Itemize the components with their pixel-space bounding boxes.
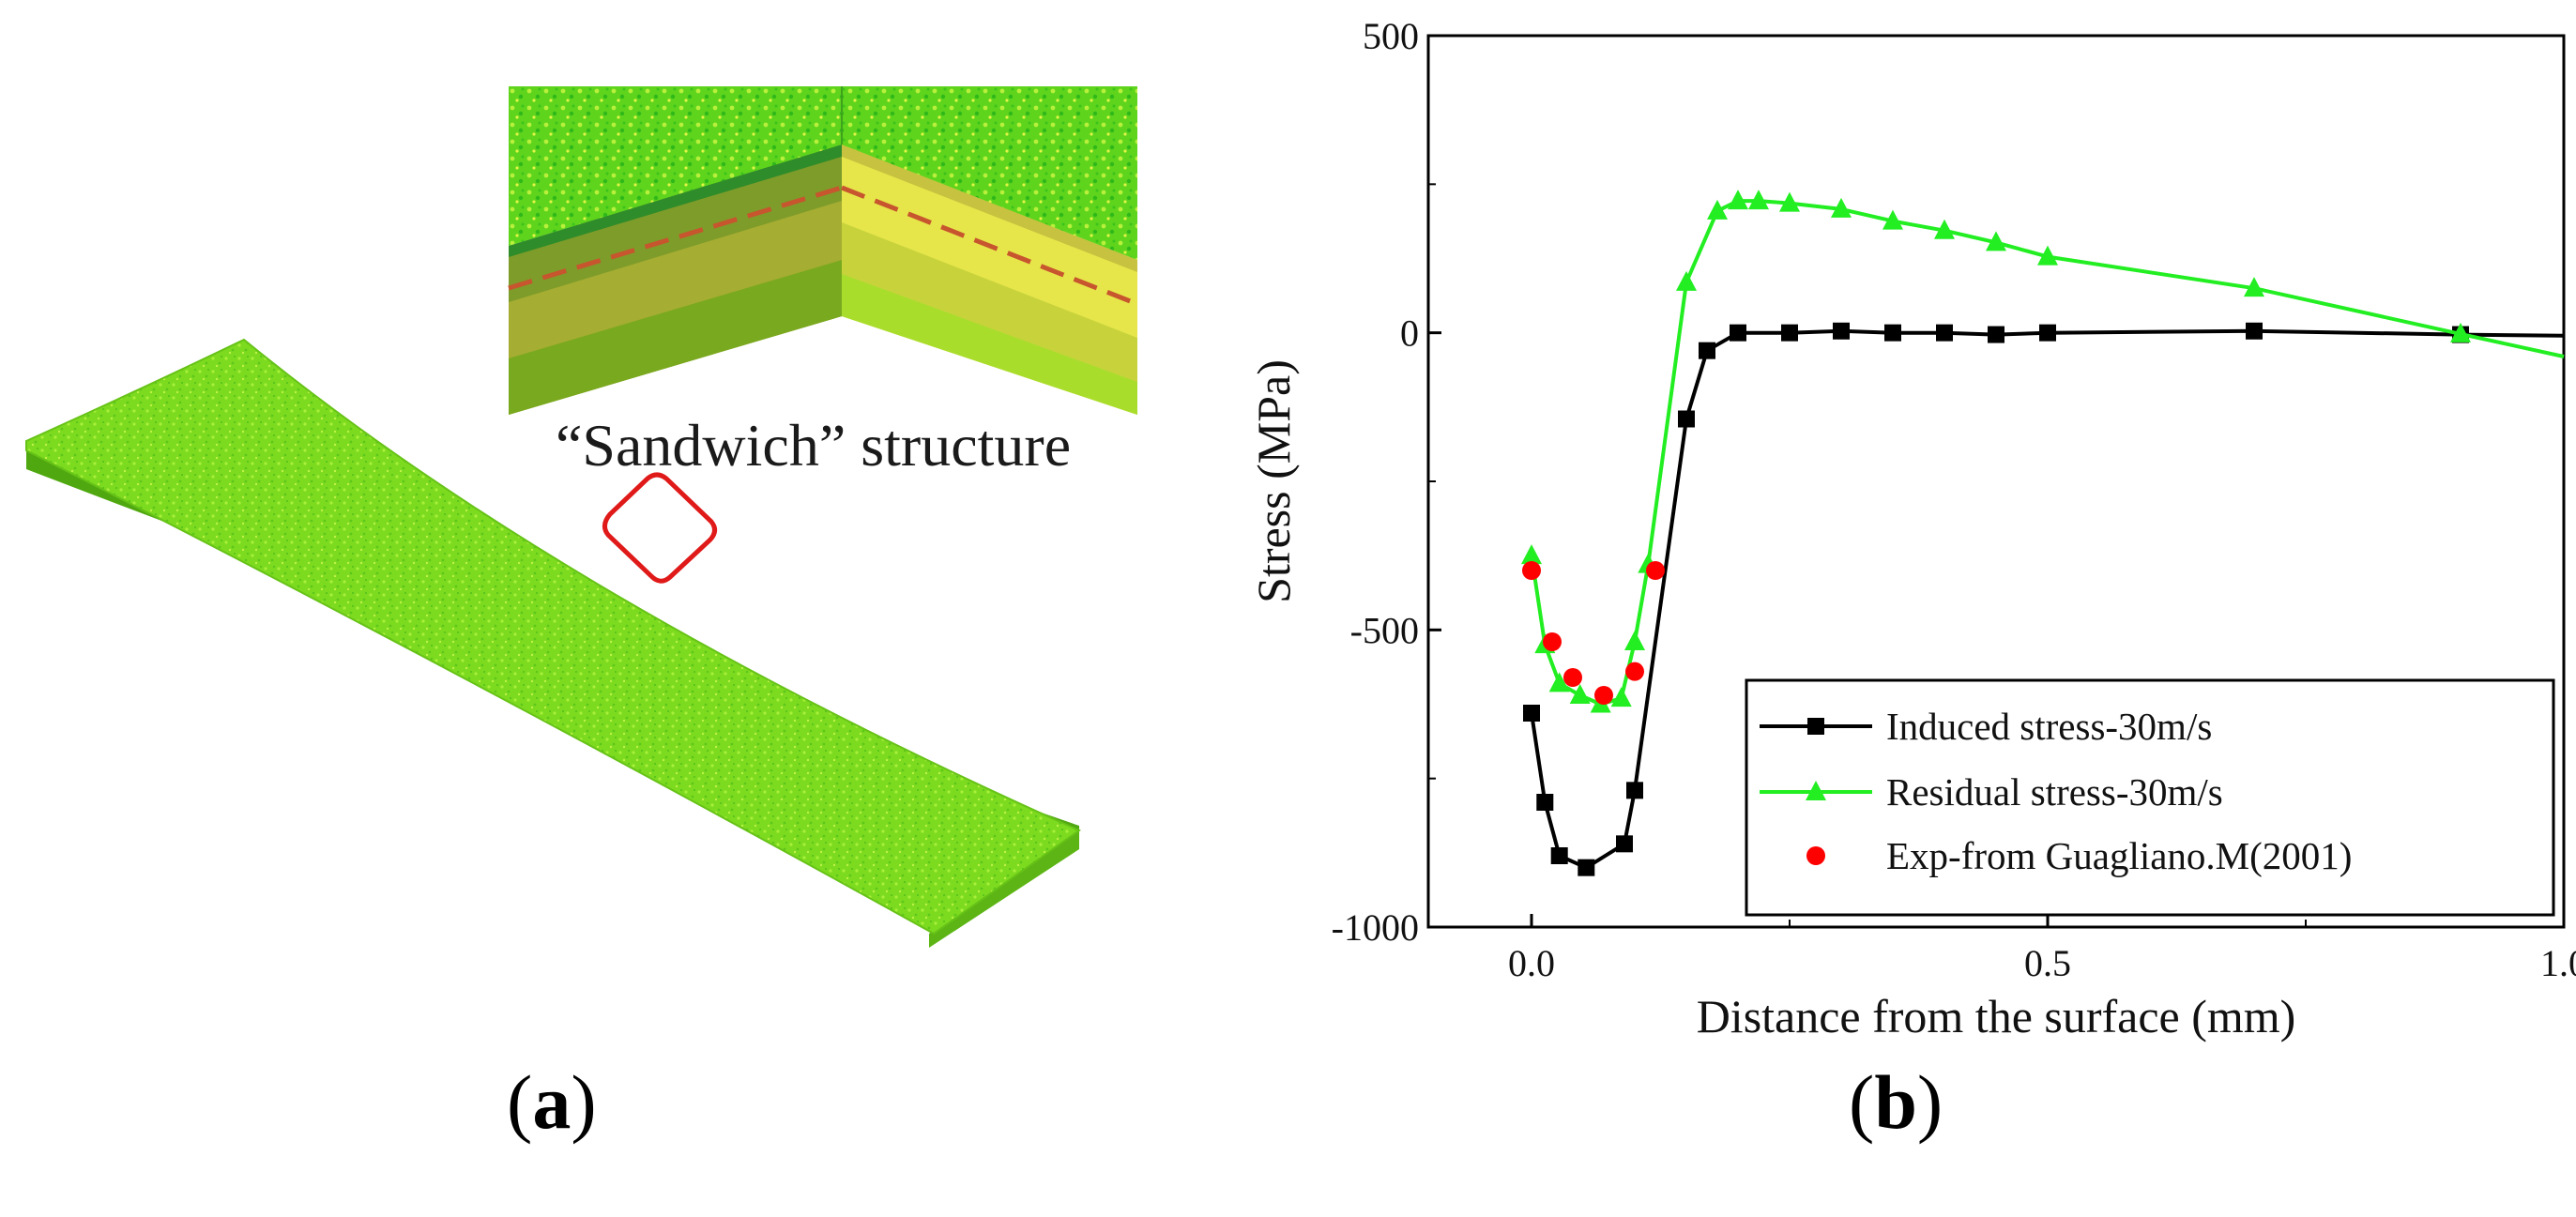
y-tick-label: -500 [1350, 609, 1419, 651]
y-tick-labels: -1000 -500 0 500 [1332, 15, 1419, 949]
legend-label-experimental: Exp-from Guagliano.M(2001) [1886, 834, 2352, 877]
data-point-residual [1548, 672, 1570, 692]
data-point-experimental [1543, 632, 1562, 651]
data-point-experimental [1522, 561, 1541, 580]
legend-marker-induced [1807, 718, 1824, 735]
data-point-residual [1831, 197, 1852, 218]
x-tick-label: 0.0 [1508, 942, 1555, 984]
data-point-residual [1707, 199, 1728, 220]
data-point-induced [2246, 322, 2263, 340]
sandwich-structure-label: “Sandwich” structure [556, 412, 1072, 479]
data-point-residual [1624, 631, 1645, 650]
y-tick-label: 0 [1400, 312, 1419, 355]
legend-label-residual: Residual stress-30m/s [1886, 770, 2223, 814]
caption-a-letter: a [532, 1059, 572, 1145]
legend-box [1745, 678, 2555, 917]
data-point-induced [2039, 324, 2056, 342]
data-point-residual [1676, 270, 1697, 291]
data-point-induced [1833, 322, 1850, 340]
x-axis-title: Distance from the surface (mm) [1697, 990, 2296, 1042]
caption-b: (b) [1849, 1059, 1943, 1145]
caption-a: (a) [507, 1059, 597, 1145]
data-point-residual [2244, 277, 2264, 297]
x-tick-labels: 0.0 0.5 1.0 [1508, 942, 2576, 984]
data-point-induced [1536, 794, 1554, 811]
data-point-induced [1699, 342, 1715, 359]
data-point-induced [1936, 324, 1953, 342]
data-point-induced [1550, 847, 1568, 864]
data-point-induced [1884, 324, 1901, 342]
data-point-residual [1934, 219, 1955, 239]
data-point-experimental [1594, 686, 1613, 705]
data-point-residual [1882, 209, 1903, 230]
x-tick-label: 1.0 [2540, 942, 2576, 984]
data-point-residual [2037, 245, 2058, 266]
series-induced [1523, 322, 2565, 876]
data-point-induced [1678, 410, 1695, 428]
data-point-residual [1610, 687, 1632, 707]
data-point-experimental [1646, 561, 1665, 580]
data-point-experimental [1563, 668, 1582, 687]
data-point-induced [1988, 326, 2004, 343]
plate-top-surface [25, 338, 1082, 936]
data-point-experimental [1625, 662, 1644, 681]
data-point-residual [2450, 322, 2471, 342]
data-point-induced [1616, 835, 1633, 853]
data-point-induced [1626, 782, 1643, 799]
x-tick-label: 0.5 [2024, 942, 2071, 984]
data-point-residual [1986, 231, 2006, 251]
legend-marker-experimental [1806, 846, 1825, 865]
y-tick-label: -1000 [1332, 906, 1419, 949]
legend-label-induced: Induced stress-30m/s [1886, 705, 2212, 748]
axis-ticks [1428, 34, 2566, 929]
data-point-residual [1748, 190, 1769, 210]
data-point-residual [1521, 544, 1542, 565]
region-marker [602, 472, 717, 584]
series-layer [1521, 190, 2565, 876]
data-point-induced [1523, 705, 1540, 722]
plate-front-face [929, 830, 1079, 948]
data-point-residual [1728, 190, 1748, 210]
data-point-residual [1569, 684, 1591, 704]
data-point-induced [1730, 324, 1746, 342]
series-experimental [1522, 561, 1665, 705]
sandwich-inset [508, 86, 1138, 415]
data-point-residual [1779, 191, 1800, 212]
caption-b-letter: b [1874, 1059, 1917, 1145]
series-residual [1521, 190, 2565, 713]
stress-chart: 0.0 0.5 1.0 -1000 -500 0 500 Distance from th… [1247, 15, 2576, 1042]
panel-a: “Sandwich” structure [0, 0, 1154, 1217]
y-axis-title: Stress (MPa) [1247, 359, 1300, 603]
plate-model-illustration [25, 86, 1138, 948]
y-tick-label: 500 [1363, 15, 1419, 57]
data-point-induced [1578, 859, 1595, 876]
legend: Induced stress-30m/s Residual stress-30m/… [1745, 678, 2555, 917]
legend-marker-residual [1806, 781, 1826, 800]
data-point-induced [1781, 324, 1798, 342]
